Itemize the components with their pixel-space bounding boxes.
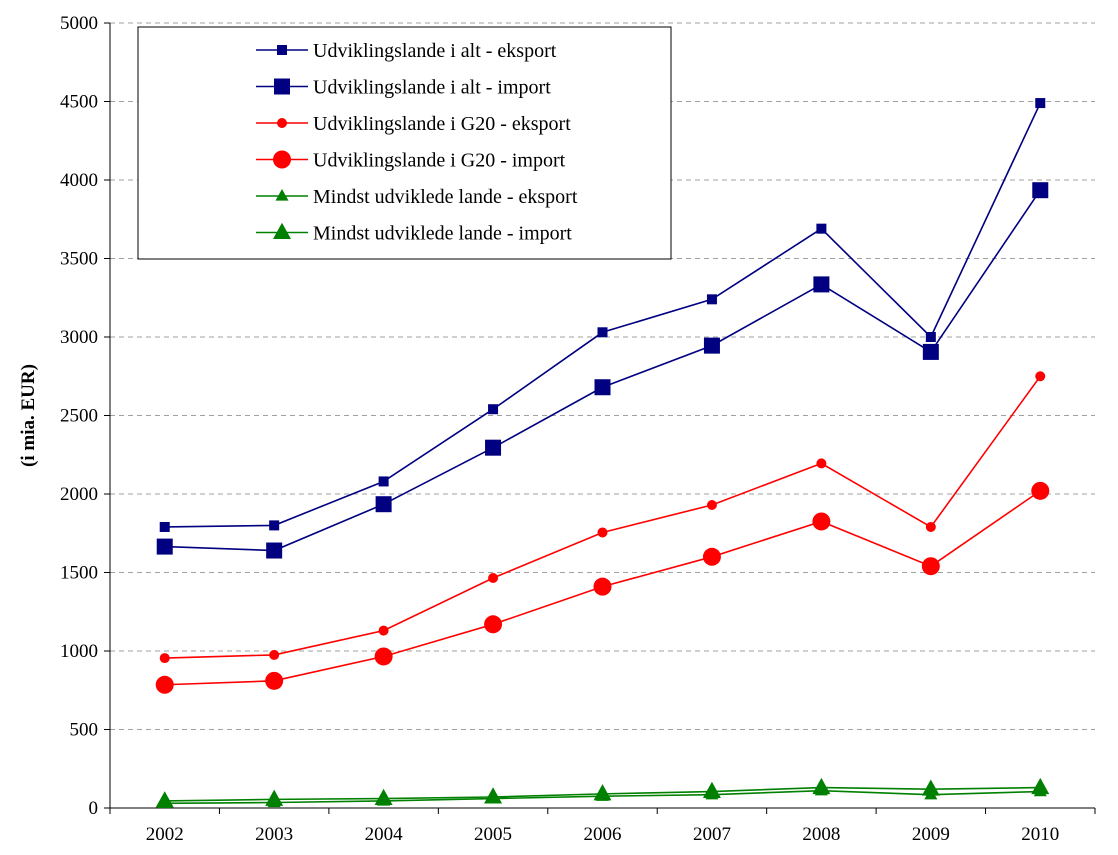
legend-swatch-marker bbox=[277, 45, 287, 55]
data-point bbox=[597, 527, 608, 538]
data-point bbox=[375, 496, 392, 513]
data-point bbox=[593, 577, 612, 596]
data-point bbox=[706, 294, 717, 305]
data-point bbox=[488, 404, 499, 415]
x-tick-label: 2010 bbox=[1021, 824, 1059, 845]
data-point bbox=[816, 458, 827, 469]
data-point bbox=[488, 572, 499, 583]
data-point bbox=[378, 476, 389, 487]
series-group bbox=[155, 98, 1050, 808]
legend-item: Udviklingslande i G20 - import bbox=[256, 150, 566, 172]
y-tick-label: 3000 bbox=[60, 327, 98, 348]
legend-swatch-marker bbox=[273, 150, 291, 169]
y-axis-label: (i mia. EUR) bbox=[18, 364, 39, 467]
data-point bbox=[706, 499, 717, 510]
data-point bbox=[266, 542, 283, 559]
data-point bbox=[1035, 371, 1046, 382]
data-point bbox=[155, 791, 174, 808]
data-point bbox=[1031, 777, 1050, 795]
data-point bbox=[702, 781, 721, 798]
data-point bbox=[1035, 98, 1046, 109]
y-tick-label: 0 bbox=[89, 798, 99, 819]
data-point bbox=[155, 675, 174, 694]
series-2 bbox=[159, 371, 1046, 664]
data-point bbox=[484, 787, 503, 804]
data-point bbox=[1032, 182, 1049, 199]
legend-swatch-marker bbox=[275, 188, 289, 201]
data-point bbox=[485, 439, 502, 456]
data-point bbox=[269, 649, 280, 660]
y-tick-labels: 0 500 1000 1500 2000 2500 3000 3500 4000 4500 5000 bbox=[60, 13, 98, 819]
data-point bbox=[374, 647, 393, 666]
data-point bbox=[484, 615, 503, 634]
legend-swatch-marker bbox=[277, 118, 287, 128]
data-point bbox=[925, 332, 936, 342]
legend-item: Mindst udviklede lande - eksport bbox=[256, 186, 578, 208]
series-3 bbox=[155, 481, 1050, 694]
legend-swatch-marker bbox=[273, 222, 291, 239]
legend-box bbox=[137, 26, 672, 260]
data-point bbox=[265, 789, 284, 806]
data-point bbox=[159, 521, 170, 532]
legend-label: Mindst udviklede lande - eksport bbox=[313, 186, 578, 208]
data-point bbox=[378, 625, 389, 636]
y-tick-label: 4500 bbox=[60, 92, 98, 113]
x-tick-label: 2009 bbox=[912, 824, 950, 845]
legend-swatch-marker bbox=[274, 78, 290, 95]
data-point bbox=[812, 512, 831, 531]
y-tick-label: 3500 bbox=[60, 249, 98, 270]
data-point bbox=[594, 379, 611, 396]
axes bbox=[104, 22, 1096, 814]
legend-item: Udviklingslande i alt - eksport bbox=[256, 40, 557, 62]
data-point bbox=[159, 653, 170, 664]
x-tick-labels: 2002 2003 2004 2005 2006 2007 2008 2009 2010 bbox=[146, 824, 1060, 845]
y-tick-label: 1000 bbox=[60, 641, 98, 662]
data-point bbox=[921, 557, 940, 576]
y-tick-label: 1500 bbox=[60, 563, 98, 584]
data-point bbox=[156, 538, 173, 555]
x-tick-label: 2004 bbox=[365, 824, 404, 845]
data-point bbox=[702, 547, 721, 566]
legend-label: Udviklingslande i alt - import bbox=[313, 77, 551, 99]
x-tick-label: 2008 bbox=[802, 824, 840, 845]
series-5 bbox=[155, 777, 1050, 808]
data-point bbox=[1031, 481, 1050, 500]
x-tick-label: 2005 bbox=[474, 824, 512, 845]
y-tick-label: 5000 bbox=[60, 13, 98, 34]
data-point bbox=[816, 223, 827, 234]
data-point bbox=[921, 779, 940, 796]
legend-item: Mindst udviklede lande - import bbox=[256, 223, 572, 245]
data-point bbox=[922, 343, 939, 360]
data-point bbox=[593, 784, 612, 801]
legend-label: Mindst udviklede lande - import bbox=[313, 223, 572, 245]
x-tick-label: 2007 bbox=[693, 824, 731, 845]
legend-label: Udviklingslande i G20 - import bbox=[313, 150, 566, 172]
legend-item: Udviklingslande i alt - import bbox=[256, 77, 551, 99]
data-point bbox=[813, 276, 830, 293]
y-tick-label: 2000 bbox=[60, 484, 98, 505]
legend-item: Udviklingslande i G20 - eksport bbox=[256, 113, 571, 135]
x-tick-label: 2003 bbox=[255, 824, 293, 845]
legend-label: Udviklingslande i G20 - eksport bbox=[313, 113, 571, 135]
legend: Udviklingslande i alt - eksport Udvikling… bbox=[137, 26, 672, 260]
y-tick-label: 4000 bbox=[60, 170, 98, 191]
data-point bbox=[374, 788, 393, 806]
data-point bbox=[265, 671, 284, 690]
legend-label: Udviklingslande i alt - eksport bbox=[313, 40, 557, 62]
series-1 bbox=[156, 182, 1049, 559]
series-0 bbox=[159, 98, 1046, 532]
data-point bbox=[925, 521, 936, 532]
data-point bbox=[703, 337, 720, 354]
data-point bbox=[269, 520, 280, 531]
data-point bbox=[597, 327, 608, 338]
data-point bbox=[812, 777, 831, 795]
y-tick-label: 500 bbox=[70, 720, 99, 741]
x-tick-label: 2006 bbox=[584, 824, 622, 845]
y-tick-label: 2500 bbox=[60, 406, 98, 427]
x-tick-label: 2002 bbox=[146, 824, 184, 845]
